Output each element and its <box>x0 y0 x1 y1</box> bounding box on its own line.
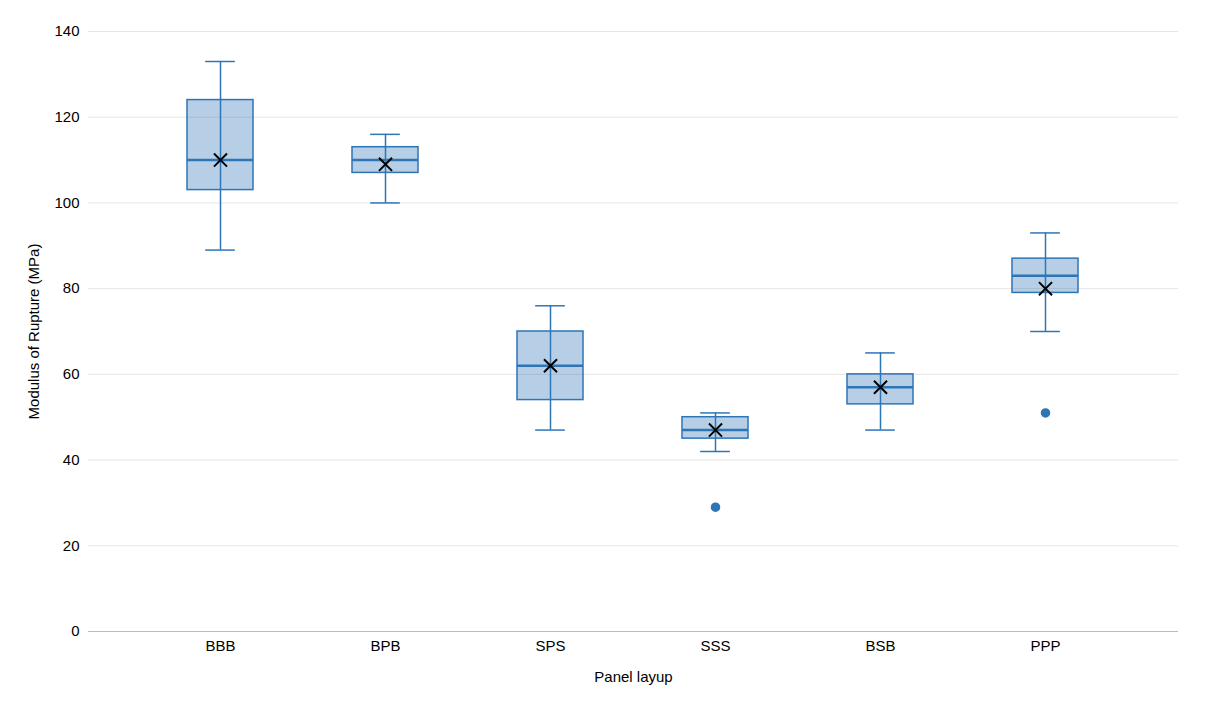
svg-text:100: 100 <box>54 194 79 211</box>
svg-text:BPB: BPB <box>370 637 400 654</box>
svg-text:60: 60 <box>63 365 80 382</box>
svg-text:140: 140 <box>54 22 79 39</box>
svg-text:80: 80 <box>63 279 80 296</box>
svg-text:40: 40 <box>63 451 80 468</box>
svg-text:20: 20 <box>63 537 80 554</box>
svg-text:0: 0 <box>71 622 79 639</box>
svg-text:Panel layup: Panel layup <box>594 668 672 685</box>
svg-text:Modulus of Rupture (MPa): Modulus of Rupture (MPa) <box>25 244 42 420</box>
svg-text:BSB: BSB <box>865 637 895 654</box>
svg-text:SPS: SPS <box>535 637 565 654</box>
svg-text:SSS: SSS <box>700 637 730 654</box>
svg-text:PPP: PPP <box>1030 637 1060 654</box>
svg-text:120: 120 <box>54 108 79 125</box>
svg-text:BBB: BBB <box>205 637 235 654</box>
